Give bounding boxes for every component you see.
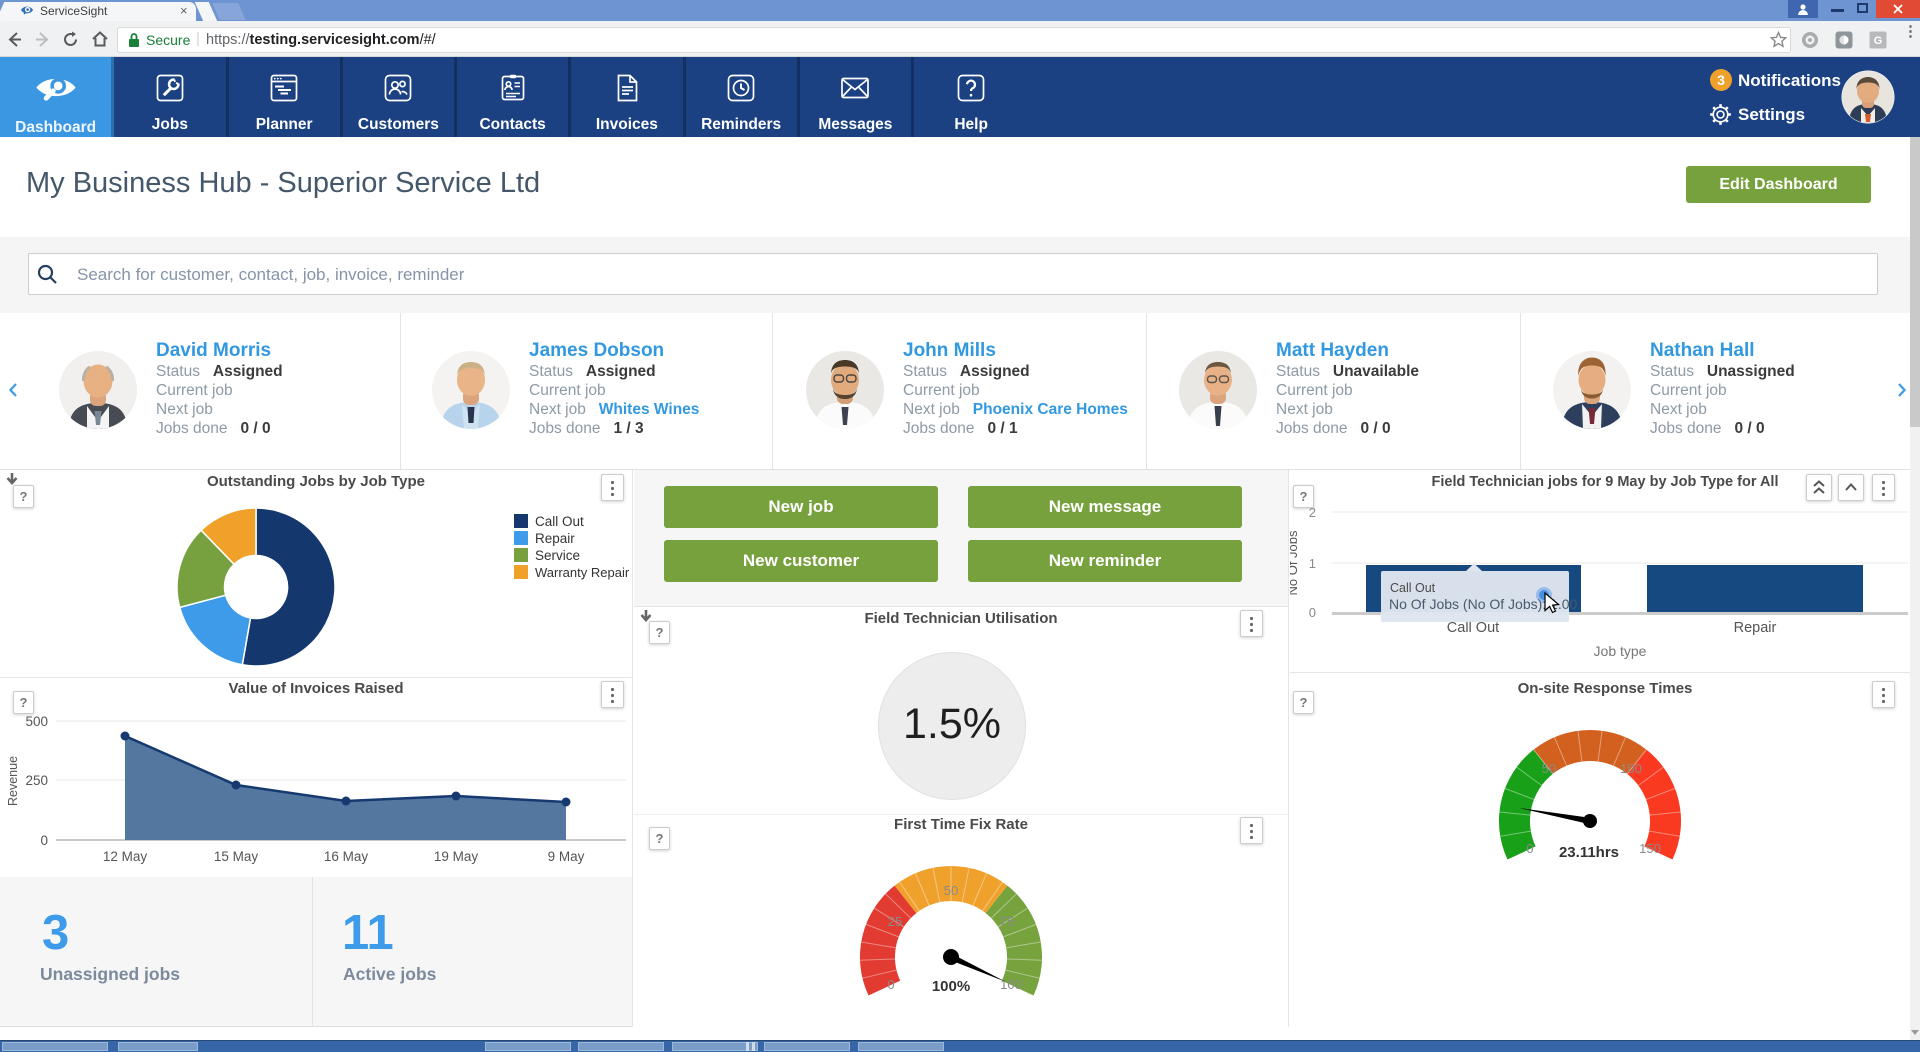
svg-text:0: 0 xyxy=(1526,841,1533,856)
svg-text:No Of Jobs: No Of Jobs xyxy=(1290,530,1300,596)
svg-text:15 May: 15 May xyxy=(214,849,259,864)
svg-text:100: 100 xyxy=(1000,977,1022,992)
svg-text:50: 50 xyxy=(944,883,958,898)
svg-text:0: 0 xyxy=(1309,605,1316,620)
svg-text:19 May: 19 May xyxy=(434,849,479,864)
svg-text:Repair: Repair xyxy=(1734,620,1777,636)
svg-text:G: G xyxy=(1874,35,1883,47)
svg-text:9 May: 9 May xyxy=(548,849,585,864)
svg-text:250: 250 xyxy=(25,773,48,788)
svg-text:25: 25 xyxy=(888,914,902,929)
svg-text:Job type: Job type xyxy=(1594,643,1647,659)
svg-text:12 May: 12 May xyxy=(103,849,148,864)
svg-text:16 May: 16 May xyxy=(324,849,369,864)
svg-text:1: 1 xyxy=(1309,556,1316,571)
svg-text:0: 0 xyxy=(887,977,894,992)
svg-text:50: 50 xyxy=(1542,761,1556,776)
svg-text:Call Out: Call Out xyxy=(1390,581,1436,595)
svg-text:100%: 100% xyxy=(932,978,970,995)
svg-text:Call Out: Call Out xyxy=(1447,620,1499,636)
svg-text:500: 500 xyxy=(25,714,48,729)
svg-text:No Of Jobs (No Of Jobs): 1.00: No Of Jobs (No Of Jobs): 1.00 xyxy=(1389,596,1578,612)
svg-text:0: 0 xyxy=(40,833,48,848)
svg-text:Revenue: Revenue xyxy=(6,756,20,806)
svg-text:100: 100 xyxy=(1620,761,1642,776)
svg-text:23.11hrs: 23.11hrs xyxy=(1559,844,1619,861)
svg-text:75: 75 xyxy=(1000,914,1014,929)
svg-text:150: 150 xyxy=(1639,841,1661,856)
svg-text:2: 2 xyxy=(1309,505,1316,520)
